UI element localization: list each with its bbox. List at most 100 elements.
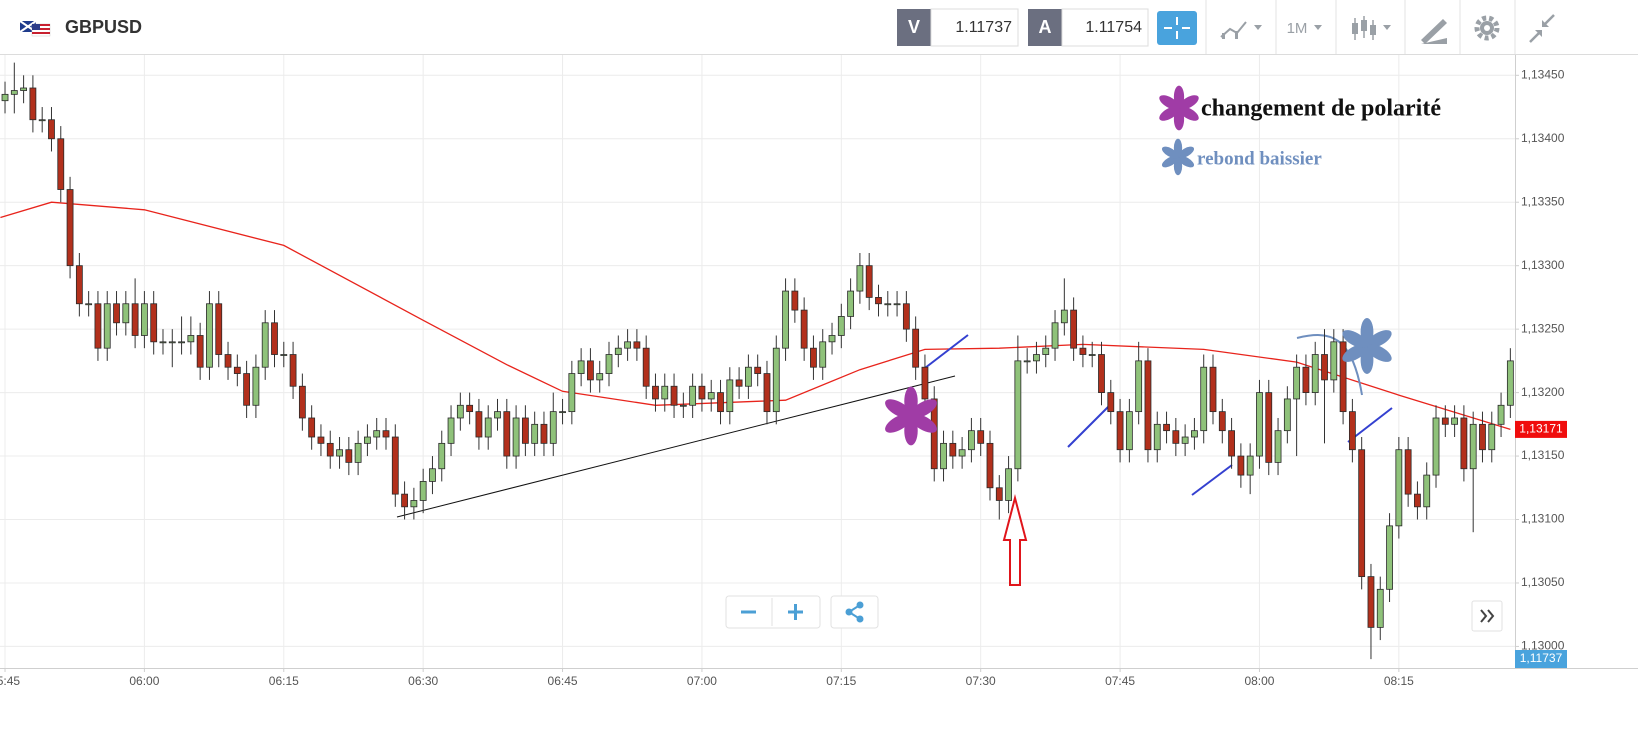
x-tick-label: 08:00	[1244, 674, 1274, 688]
trend-line	[396, 375, 956, 518]
draw-tool-button[interactable]	[1421, 19, 1447, 44]
candles	[1, 62, 1514, 660]
candle-body	[1358, 449, 1366, 578]
candle-body	[1256, 392, 1263, 457]
candle-body	[159, 341, 167, 344]
candle-body	[1051, 322, 1059, 349]
candle-body	[336, 449, 343, 457]
candle-body	[559, 411, 566, 414]
legend-star-rebound	[1160, 138, 1196, 176]
x-tick-label: 06:45	[548, 674, 578, 688]
candle-body	[1033, 354, 1040, 362]
candle-body	[66, 189, 74, 267]
settings-button[interactable]	[1474, 15, 1500, 41]
candle-body	[642, 347, 650, 387]
candle-body	[1200, 366, 1208, 432]
candle-body	[1098, 354, 1105, 393]
candle-body	[391, 436, 399, 495]
timeframe: 1M	[1287, 20, 1308, 37]
chart-type-button[interactable]	[1220, 21, 1262, 39]
rebound-star	[1339, 318, 1395, 374]
candle-body	[893, 303, 901, 306]
crosshair-button[interactable]	[1157, 11, 1197, 45]
scroll-end-button[interactable]	[1471, 600, 1503, 632]
candle-body	[1330, 341, 1338, 381]
candle-body	[373, 430, 381, 438]
collapse-button[interactable]	[1529, 14, 1555, 43]
candle-body	[1367, 576, 1375, 628]
candle-body	[103, 303, 111, 349]
x-tick-label: 08:15	[1384, 674, 1414, 688]
candle-style-button[interactable]	[1352, 16, 1391, 40]
candle-body	[243, 373, 251, 406]
y-tick-label: 1,13350	[1521, 194, 1565, 208]
candle-body	[614, 347, 622, 355]
candle-body	[364, 436, 371, 444]
candle-body	[1079, 347, 1087, 355]
candle-body	[1163, 423, 1170, 432]
candle-body	[670, 385, 678, 406]
candle-body	[1321, 354, 1328, 381]
candle-body	[1414, 493, 1421, 508]
x-tick-label: 06:30	[408, 674, 438, 688]
candle-body	[1432, 417, 1440, 476]
candle-body	[549, 411, 557, 444]
candle-body	[865, 265, 873, 298]
candle-body	[438, 442, 446, 470]
y-tick-label: 1,13400	[1521, 131, 1565, 145]
candle-body	[577, 360, 585, 374]
ask-box	[1061, 8, 1149, 47]
current-price-tag	[1515, 420, 1567, 438]
share-button[interactable]	[830, 595, 879, 629]
symbol: GBPUSD	[65, 17, 142, 37]
candle-body	[1042, 347, 1050, 355]
candle-body	[986, 442, 994, 489]
x-tick-label: 07:00	[687, 674, 717, 688]
up-arrow	[1002, 494, 1028, 586]
flag-icon	[19, 20, 51, 37]
candle-body	[1153, 423, 1161, 451]
candle-body	[382, 430, 390, 438]
candle-body	[1395, 449, 1403, 527]
y-tick-label: 1,13150	[1521, 448, 1565, 462]
candle-body	[20, 87, 28, 91]
candle-body	[475, 411, 483, 438]
candle-body	[271, 322, 278, 355]
candle-body	[1005, 468, 1012, 501]
candle-body	[1116, 411, 1124, 451]
candle-body	[810, 347, 817, 368]
candle-body	[698, 385, 706, 400]
candle-body	[224, 354, 232, 368]
candle-body	[661, 385, 669, 400]
candle-body	[1218, 411, 1226, 432]
candle-body	[847, 290, 855, 317]
candle-body	[1060, 309, 1068, 324]
candle-body	[1488, 423, 1496, 451]
candle-body	[456, 404, 464, 419]
candle-body	[1441, 417, 1449, 425]
candle-body	[540, 423, 548, 444]
y-tick-label: 1,13200	[1521, 385, 1565, 399]
candle-body	[447, 417, 455, 444]
candle-body	[168, 341, 176, 344]
zoom-controls	[725, 595, 879, 629]
zoom-in-button[interactable]	[788, 604, 803, 620]
candle-body	[1479, 423, 1486, 451]
candle-body	[317, 436, 325, 444]
candle-body	[512, 417, 520, 457]
candle-body	[949, 442, 957, 457]
candle-body	[280, 354, 288, 356]
candle-body	[122, 303, 130, 324]
candle-body	[1107, 392, 1115, 413]
candle-body	[856, 265, 864, 292]
candle-body	[261, 322, 269, 368]
candle-body	[1228, 430, 1235, 457]
candle-body	[494, 411, 501, 419]
candle-body	[85, 303, 93, 306]
timeframe-button[interactable]: 1M	[1287, 20, 1322, 37]
candle-body	[29, 87, 37, 121]
candle-body	[791, 290, 799, 311]
candle-body	[196, 335, 204, 368]
candle-body	[1246, 455, 1254, 476]
candle-body	[503, 411, 511, 457]
